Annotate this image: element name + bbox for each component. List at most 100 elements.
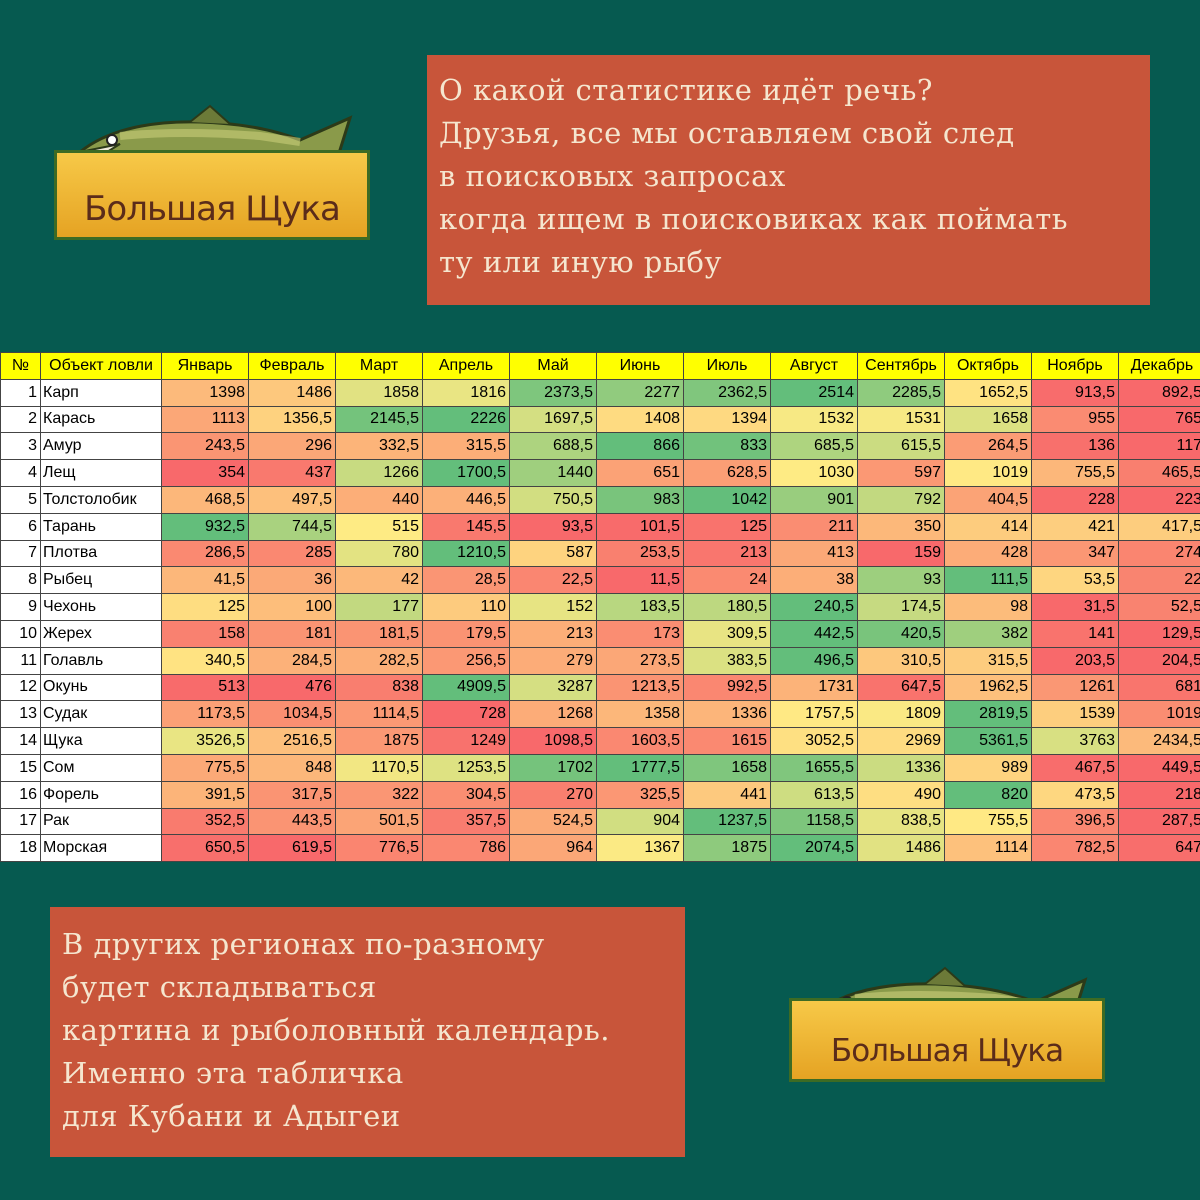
value-cell: 496,5	[770, 646, 858, 675]
value-cell: 964	[509, 834, 597, 863]
value-cell: 3526,5	[161, 727, 249, 755]
value-cell: 1394	[683, 405, 771, 434]
fish-name: Рыбец	[40, 566, 162, 595]
value-cell: 833	[683, 432, 771, 461]
intro-line: ту или иную рыбу	[439, 245, 722, 279]
column-header: Объект ловли	[40, 352, 162, 380]
value-cell: 1210,5	[422, 539, 510, 568]
table-row: 11 Голавль 340,5 284,5 282,5 256,5 279 273,5 383…	[0, 646, 1200, 675]
value-cell: 1408	[596, 405, 684, 434]
value-cell: 446,5	[422, 485, 510, 514]
value-cell: 173	[596, 619, 684, 648]
fish-name: Амур	[40, 432, 162, 461]
value-cell: 792	[857, 485, 945, 514]
value-cell: 1356,5	[248, 405, 336, 434]
value-cell: 1237,5	[683, 807, 771, 836]
value-cell: 449,5	[1118, 753, 1200, 782]
value-cell: 4909,5	[422, 673, 510, 702]
value-cell: 421	[1031, 512, 1119, 541]
fish-name: Окунь	[40, 673, 162, 702]
value-cell: 1603,5	[596, 727, 684, 755]
fishing-stats-table: № Объект ловли Январь Февраль Март Апрель Май И…	[0, 352, 1200, 863]
value-cell: 1777,5	[596, 753, 684, 782]
value-cell: 2362,5	[683, 378, 771, 407]
fishing-stats-table-wrap: № Объект ловли Январь Февраль Март Апрель Май И…	[0, 352, 1200, 863]
value-cell: 1098,5	[509, 727, 597, 755]
value-cell: 340,5	[161, 646, 249, 675]
value-cell: 628,5	[683, 459, 771, 487]
table-row: 2 Карась 1113 1356,5 2145,5 2226 1697,5 1408 139…	[0, 405, 1200, 434]
value-cell: 273,5	[596, 646, 684, 675]
value-cell: 296	[248, 432, 336, 461]
value-cell: 1532	[770, 405, 858, 434]
column-header: Ноябрь	[1031, 352, 1119, 380]
value-cell: 1042	[683, 485, 771, 514]
row-number: 6	[0, 512, 41, 541]
fish-name: Карась	[40, 405, 162, 434]
value-cell: 1268	[509, 700, 597, 729]
value-cell: 315,5	[422, 432, 510, 461]
value-cell: 417,5	[1118, 512, 1200, 541]
value-cell: 744,5	[248, 512, 336, 541]
value-cell: 391,5	[161, 780, 249, 809]
table-row: 12 Окунь 513 476 838 4909,5 3287 1213,5 992,5 173…	[0, 673, 1200, 702]
value-cell: 3287	[509, 673, 597, 702]
value-cell: 1700,5	[422, 459, 510, 487]
logo-text: Большая Щука	[84, 189, 341, 229]
value-cell: 2226	[422, 405, 510, 434]
value-cell: 1170,5	[335, 753, 423, 782]
value-cell: 513	[161, 673, 249, 702]
intro-line: в поисковых запросах	[439, 159, 786, 193]
value-cell: 2285,5	[857, 378, 945, 407]
value-cell: 117	[1118, 432, 1200, 461]
value-cell: 765	[1118, 405, 1200, 434]
value-cell: 304,5	[422, 780, 510, 809]
fish-name: Морская	[40, 834, 162, 863]
value-cell: 309,5	[683, 619, 771, 648]
value-cell: 728	[422, 700, 510, 729]
value-cell: 587	[509, 539, 597, 568]
row-number: 15	[0, 753, 41, 782]
value-cell: 651	[596, 459, 684, 487]
value-cell: 100	[248, 593, 336, 621]
row-number: 17	[0, 807, 41, 836]
value-cell: 901	[770, 485, 858, 514]
logo-bottom: Большая Щука	[785, 962, 1105, 1082]
value-cell: 615,5	[857, 432, 945, 461]
value-cell: 1336	[857, 753, 945, 782]
value-cell: 838,5	[857, 807, 945, 836]
table-row: 9 Чехонь 125 100 177 110 152 183,5 180,5 240,5 174…	[0, 593, 1200, 621]
value-cell: 152	[509, 593, 597, 621]
value-cell: 2074,5	[770, 834, 858, 863]
value-cell: 989	[944, 753, 1032, 782]
row-number: 16	[0, 780, 41, 809]
value-cell: 1173,5	[161, 700, 249, 729]
fish-name: Рак	[40, 807, 162, 836]
intro-line: О какой статистике идёт речь?	[439, 73, 933, 107]
table-row: 4 Лещ 354 437 1266 1700,5 1440 651 628,5 1030 597 1…	[0, 459, 1200, 487]
value-cell: 1034,5	[248, 700, 336, 729]
value-cell: 597	[857, 459, 945, 487]
region-line: будет складываться	[62, 970, 377, 1004]
value-cell: 1030	[770, 459, 858, 487]
value-cell: 1253,5	[422, 753, 510, 782]
value-cell: 465,5	[1118, 459, 1200, 487]
value-cell: 2434,5	[1118, 727, 1200, 755]
value-cell: 3052,5	[770, 727, 858, 755]
value-cell: 352,5	[161, 807, 249, 836]
value-cell: 1615	[683, 727, 771, 755]
value-cell: 1266	[335, 459, 423, 487]
column-header: Июнь	[596, 352, 684, 380]
value-cell: 22,5	[509, 566, 597, 595]
value-cell: 776,5	[335, 834, 423, 863]
value-cell: 101,5	[596, 512, 684, 541]
value-cell: 382	[944, 619, 1032, 648]
value-cell: 866	[596, 432, 684, 461]
value-cell: 322	[335, 780, 423, 809]
column-header: Декабрь	[1118, 352, 1200, 380]
value-cell: 1114,5	[335, 700, 423, 729]
fish-name: Судак	[40, 700, 162, 729]
value-cell: 1336	[683, 700, 771, 729]
logo-text: Большая Щука	[830, 1033, 1064, 1069]
value-cell: 125	[683, 512, 771, 541]
